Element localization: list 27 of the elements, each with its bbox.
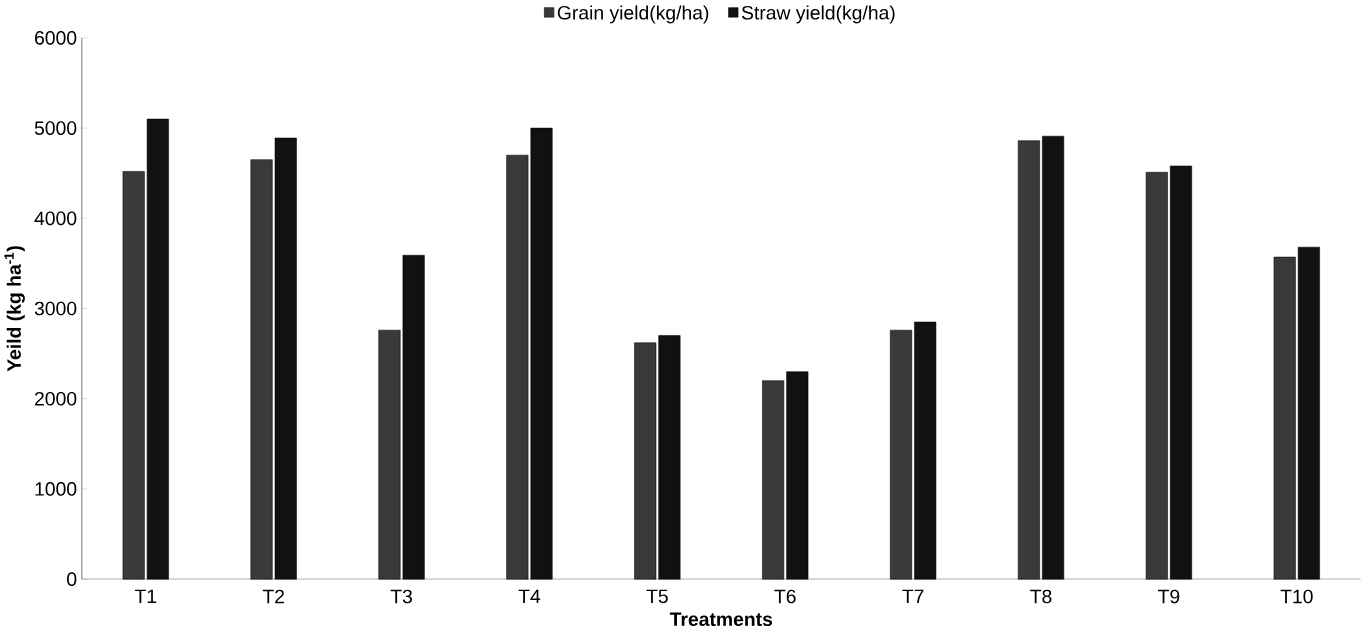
legend-label: Straw yield(kg/ha) bbox=[741, 5, 895, 24]
x-tick-label: T3 bbox=[390, 589, 412, 604]
x-tick-label: T4 bbox=[518, 589, 541, 604]
x-tick-label: T7 bbox=[902, 589, 924, 604]
bar bbox=[1042, 136, 1065, 580]
y-tick-label: 2000 bbox=[35, 392, 77, 406]
x-tick-label: T5 bbox=[646, 589, 668, 604]
bar bbox=[1017, 140, 1040, 580]
x-axis-title: Treatments bbox=[669, 612, 773, 627]
legend-label: Grain yield(kg/ha) bbox=[557, 5, 709, 24]
x-tick-label: T2 bbox=[262, 589, 284, 604]
x-tick-label: T6 bbox=[774, 589, 796, 604]
x-tick-label: T1 bbox=[134, 589, 157, 604]
y-tick-label: 6000 bbox=[35, 31, 77, 45]
y-tick-label: 1000 bbox=[35, 482, 77, 497]
bar bbox=[890, 330, 913, 580]
x-tick-label: T9 bbox=[1158, 589, 1180, 604]
x-tick-label: T10 bbox=[1280, 589, 1313, 604]
bar bbox=[914, 322, 937, 580]
y-tick-label: 0 bbox=[67, 572, 77, 587]
bar bbox=[1145, 172, 1168, 580]
y-tick-label: 4000 bbox=[34, 211, 77, 226]
bar bbox=[1169, 165, 1192, 580]
y-axis-title: Yeild (kg ha$^{-1}$) bbox=[4, 246, 25, 372]
x-tick-label: T8 bbox=[1030, 589, 1052, 604]
y-tick-label: 5000 bbox=[34, 121, 77, 136]
y-tick-label: 3000 bbox=[34, 301, 77, 316]
